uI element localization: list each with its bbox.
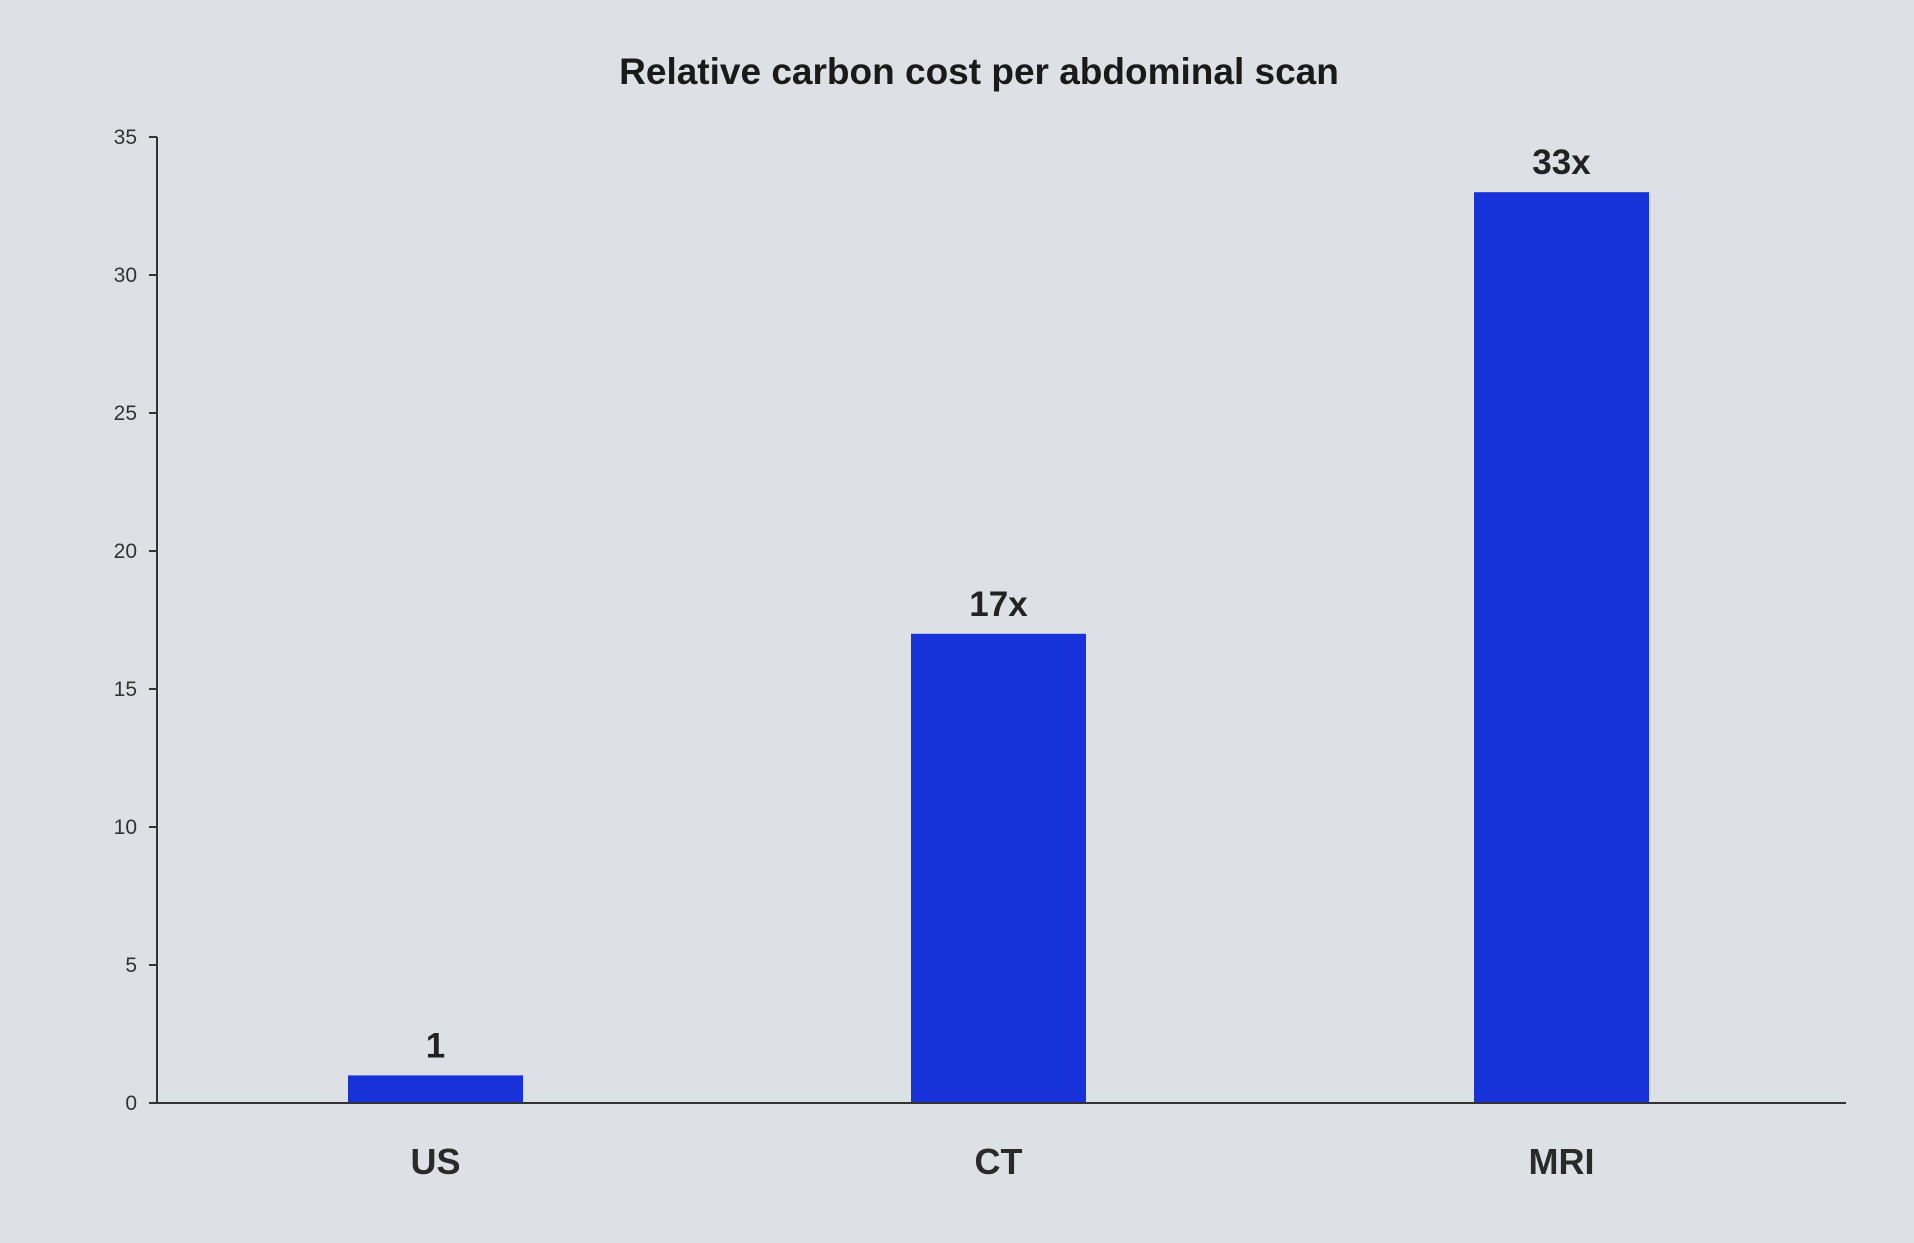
y-tick-label: 35 [114, 126, 137, 149]
y-tick-label: 5 [125, 954, 137, 977]
bars: 1 17x 33x [348, 143, 1649, 1103]
chart-title: Relative carbon cost per abdominal scan [619, 51, 1339, 92]
y-tick-label: 25 [114, 402, 137, 425]
x-tick-label: MRI [1529, 1141, 1595, 1182]
y-tick-label: 0 [125, 1092, 137, 1115]
y-axis: 0 5 10 15 20 25 30 35 [114, 126, 158, 1115]
data-label: 17x [969, 585, 1028, 624]
y-tick-label: 30 [114, 264, 137, 287]
bar-ct [911, 633, 1086, 1103]
x-axis: US CT MRI [149, 1102, 1846, 1182]
x-tick-label: CT [975, 1141, 1023, 1182]
y-tick-label: 20 [114, 540, 137, 563]
bar-us [348, 1075, 523, 1103]
bar-mri [1474, 192, 1649, 1103]
y-tick-label: 15 [114, 678, 137, 701]
data-label: 33x [1532, 143, 1591, 182]
data-label: 1 [426, 1026, 445, 1065]
x-tick-label: US [410, 1141, 460, 1182]
y-tick-label: 10 [114, 816, 137, 839]
